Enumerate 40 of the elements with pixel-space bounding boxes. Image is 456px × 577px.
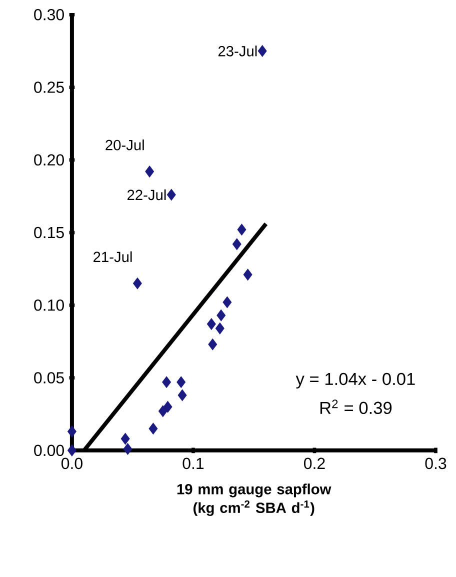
annotation: 21-Jul: [94, 251, 132, 262]
y-tick-label: 0.10: [34, 300, 64, 311]
x-tick-label: 0.3: [425, 458, 446, 470]
point: [68, 426, 77, 438]
annotation: 20-Jul: [106, 139, 144, 150]
point: [162, 376, 172, 388]
y-tick-label: 0.20: [34, 154, 64, 166]
point: [148, 422, 158, 434]
x-tick-label: 0.1: [182, 458, 204, 470]
point: [158, 405, 168, 418]
point: [216, 322, 224, 334]
point: [176, 376, 186, 388]
point: [222, 296, 232, 308]
point: [133, 278, 142, 290]
point: [167, 188, 176, 201]
y-tick-label: 0.25: [34, 82, 64, 93]
x-tick-label: 0.2: [304, 458, 325, 470]
point: [145, 166, 154, 178]
annotation: R$^{2}$ = 0.39: [320, 400, 392, 414]
point: [163, 400, 172, 413]
x-axis-title: 19 mm gauge sapflow (kg cm$^{-2}$ SBA d$^{-1}$): [178, 484, 332, 516]
y-tick-label: 0.05: [34, 372, 64, 384]
y-tick-label: 0.15: [34, 226, 64, 238]
point: [216, 309, 226, 322]
point: [123, 443, 132, 455]
annotation: y = 1.04x - 0.01: [296, 372, 415, 389]
point: [232, 238, 242, 250]
annotation: 23-Jul: [218, 46, 257, 56]
point: [178, 389, 187, 402]
point: [208, 338, 218, 350]
x-tick-label: 0.0: [62, 458, 83, 470]
point: [258, 45, 267, 57]
y-tick-label: 0.30: [34, 9, 64, 20]
point: [120, 432, 130, 445]
y-tick-label: 0.00: [34, 444, 64, 456]
point: [243, 268, 252, 281]
point: [68, 444, 77, 456]
point: [207, 318, 216, 330]
point: [237, 224, 246, 236]
annotation: 22-Jul: [128, 189, 166, 200]
